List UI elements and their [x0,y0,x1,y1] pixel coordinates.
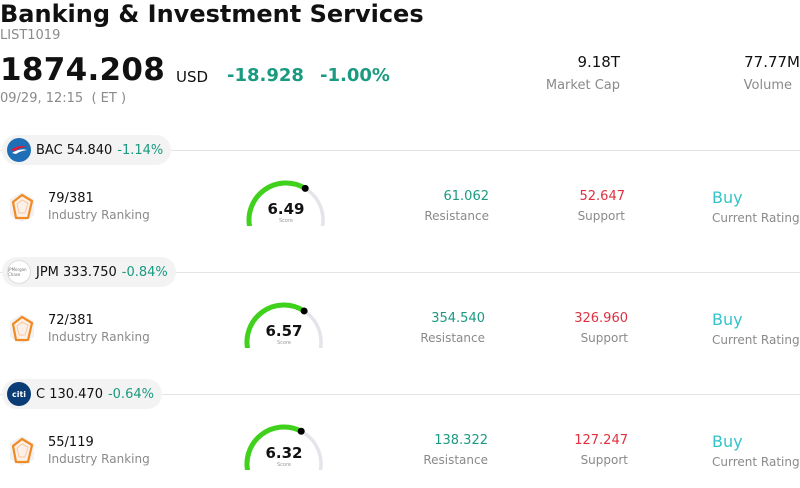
score-value: 6.32 [265,444,303,462]
list-code: LIST1019 [0,28,61,43]
score-label: Score [276,340,291,346]
score-gauge [246,180,325,226]
gauge-indicator-dot [300,307,308,315]
stock-change-percent: -0.84% [121,264,168,280]
ranking-badge-icon [10,436,34,466]
timestamp: 09/29, 12:15 ( ET ) [0,91,127,106]
index-price: 1874.208 [0,52,166,88]
industry-rank-value: 72/381 [48,313,94,328]
current-rating-value: Buy [712,188,743,207]
section-divider [0,150,800,151]
price-change-percent: -1.00% [320,65,390,86]
support-label: Support [577,209,625,223]
industry-rank-label: Industry Ranking [48,452,150,466]
resistance-label: Resistance [424,209,489,223]
gauge-indicator-dot [301,184,309,192]
score-value: 6.57 [265,322,303,340]
support-value: 127.247 [574,433,628,448]
section-divider [0,272,800,273]
stock-change-percent: -1.14% [117,142,164,158]
resistance-label: Resistance [420,331,485,345]
current-rating-label: Current Rating [712,455,800,469]
industry-rank-label: Industry Ranking [48,330,150,344]
support-value: 52.647 [579,189,626,204]
current-rating-value: Buy [712,310,743,329]
stock-ticker-price: JPM 333.750 [36,264,117,280]
gauge-fill [246,180,308,226]
page-title: Banking & Investment Services [0,0,424,28]
gauge-fill [244,302,307,348]
market-cap-value: 9.18T [577,53,620,71]
support-value: 326.960 [574,311,628,326]
score-gauge [244,424,323,470]
score-gauge [244,302,323,348]
current-rating-label: Current Rating [712,211,800,225]
score-label: Score [278,218,293,224]
industry-rank-label: Industry Ranking [48,208,150,222]
score-value: 6.49 [267,200,305,218]
score-label: Score [276,462,291,468]
bank-of-america-logo [7,138,31,162]
jpmorgan-logo: JPMorgan Chase [7,260,31,284]
volume-value: 77.77M [744,53,800,71]
currency-label: USD [176,68,209,86]
stock-pill-jpm[interactable]: JPMorgan Chase JPM 333.750 -0.84% [2,257,176,287]
stock-ticker-price: BAC 54.840 [36,142,113,158]
citi-logo: citi [7,382,31,406]
industry-rank-value: 79/381 [48,191,94,206]
ranking-badge-icon [10,192,34,222]
volume-label: Volume [743,78,792,93]
gauge-indicator-dot [297,427,305,435]
industry-rank-value: 55/119 [48,435,94,450]
resistance-value: 354.540 [431,311,485,326]
current-rating-label: Current Rating [712,333,800,347]
support-label: Support [580,453,628,467]
market-cap-label: Market Cap [545,78,620,93]
price-change: -18.928 [227,65,304,86]
support-label: Support [580,331,628,345]
ranking-badge-icon [10,314,34,344]
stock-change-percent: -0.64% [107,386,154,402]
resistance-value: 138.322 [434,433,488,448]
section-divider [0,394,800,395]
current-rating-value: Buy [712,432,743,451]
resistance-label: Resistance [423,453,488,467]
gauge-fill [244,424,304,470]
stock-pill-bac[interactable]: BAC 54.840 -1.14% [2,135,172,165]
stock-pill-c[interactable]: citi C 130.470 -0.64% [2,379,162,409]
stock-ticker-price: C 130.470 [36,386,103,402]
resistance-value: 61.062 [443,189,490,204]
